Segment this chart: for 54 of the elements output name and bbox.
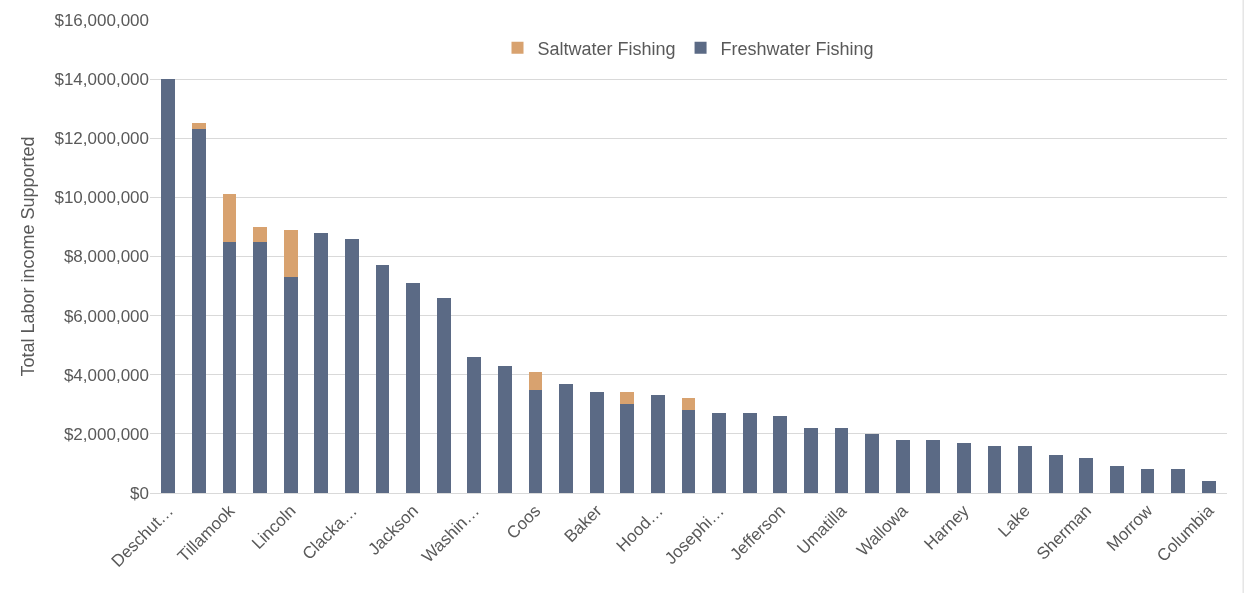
bar xyxy=(834,427,849,493)
bar xyxy=(804,427,818,493)
bar xyxy=(559,383,573,493)
bar xyxy=(1018,445,1032,493)
bar xyxy=(253,241,268,493)
bar xyxy=(314,232,329,493)
bar xyxy=(681,398,696,411)
bar xyxy=(956,442,971,493)
legend-label: Freshwater Fishing xyxy=(720,38,874,59)
bar xyxy=(222,241,237,493)
y-axis-title: Total Labor income Supported xyxy=(17,136,38,377)
bar xyxy=(895,439,910,493)
y-tick-label: $2,000,000 xyxy=(63,424,149,444)
y-tick-label: $4,000,000 xyxy=(63,365,149,385)
bar xyxy=(1109,466,1124,493)
bar xyxy=(253,226,268,242)
bar xyxy=(926,439,941,493)
bar xyxy=(406,283,421,493)
bar xyxy=(620,392,635,405)
bar xyxy=(1048,454,1063,493)
y-tick-label: $6,000,000 xyxy=(63,306,149,326)
bar xyxy=(742,413,757,493)
bar xyxy=(436,297,451,493)
bar xyxy=(528,389,543,493)
bar xyxy=(773,416,788,493)
bar xyxy=(375,265,390,493)
y-tick-label: $14,000,000 xyxy=(54,70,149,90)
y-tick-label: $12,000,000 xyxy=(54,129,149,149)
bar xyxy=(1140,469,1155,493)
bar xyxy=(1201,481,1216,493)
y-tick-label: $16,000,000 xyxy=(54,10,149,30)
bar xyxy=(498,365,512,493)
y-tick-label: $8,000,000 xyxy=(63,247,149,267)
bar xyxy=(865,433,879,493)
bar xyxy=(528,371,543,390)
bar xyxy=(283,277,298,493)
bar xyxy=(681,410,696,493)
bar xyxy=(651,395,665,493)
bar xyxy=(345,238,359,493)
bar xyxy=(589,392,604,493)
bar xyxy=(1079,457,1094,493)
bar xyxy=(467,357,482,493)
bar xyxy=(192,129,206,493)
bar xyxy=(620,404,635,493)
bar xyxy=(192,123,206,130)
bar xyxy=(222,194,237,242)
y-tick-label: $0 xyxy=(130,483,149,503)
y-tick-label: $10,000,000 xyxy=(54,188,149,208)
bar xyxy=(712,413,726,493)
bar xyxy=(1171,469,1185,493)
bar xyxy=(161,79,176,493)
bar xyxy=(283,229,298,278)
legend-label: Saltwater Fishing xyxy=(537,38,676,59)
bar xyxy=(987,445,1002,493)
